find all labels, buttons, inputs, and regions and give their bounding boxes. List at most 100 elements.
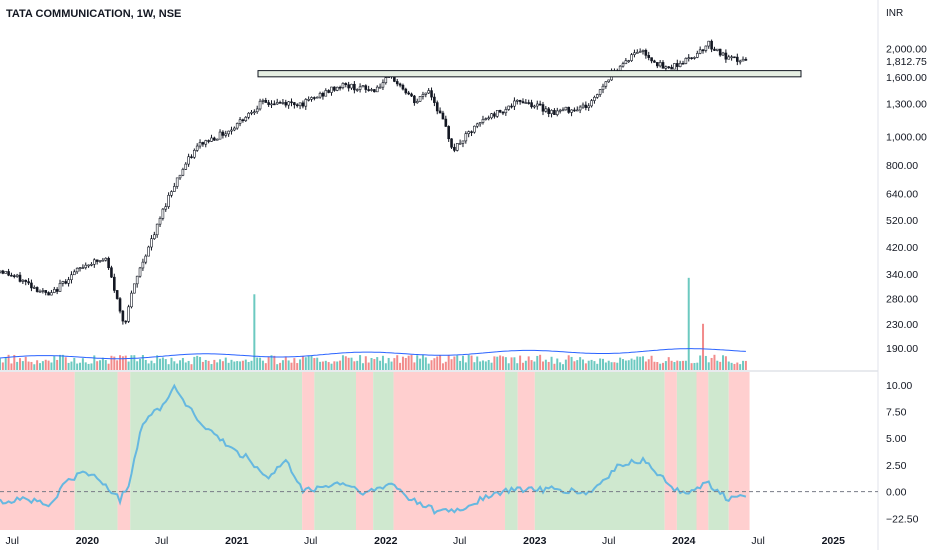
volume-bar: [264, 363, 267, 370]
volume-bar: [561, 364, 564, 370]
candle-body: [478, 122, 482, 125]
volume-bar: [439, 355, 442, 370]
candle-body: [241, 119, 245, 122]
candle-body: [587, 105, 591, 108]
candle-body: [67, 279, 70, 284]
candle-body: [238, 119, 242, 124]
candle-body: [427, 90, 430, 94]
volume-bar: [124, 355, 127, 370]
volume-bar: [59, 354, 62, 370]
candle-body: [458, 142, 462, 145]
volume-bar: [370, 358, 373, 370]
candle-body: [298, 102, 302, 107]
volume-bar: [481, 360, 484, 370]
volume-bar: [639, 356, 642, 370]
candle-body: [287, 101, 290, 106]
volume-bar: [647, 359, 650, 370]
volume-bar: [99, 360, 102, 370]
volume-bar: [150, 360, 153, 370]
candle-body: [270, 103, 273, 106]
candle-body: [687, 57, 691, 59]
candle-body: [64, 281, 68, 284]
price-tick-label: 230.00: [886, 319, 918, 331]
volume-bar: [684, 360, 687, 370]
volume-bar: [379, 360, 382, 370]
candle-body: [70, 274, 73, 281]
candle-body: [736, 56, 739, 62]
candle-body: [658, 62, 662, 67]
candle-body: [155, 223, 159, 236]
candle-body: [655, 62, 659, 67]
volume-bar: [716, 360, 719, 370]
volume-bar: [530, 360, 533, 370]
price-tick-label: 640.00: [886, 188, 918, 200]
candle-body: [175, 177, 179, 187]
volume-bar: [490, 362, 493, 370]
volume-bar: [590, 359, 593, 370]
osc-region-neg: [696, 372, 709, 530]
candle-body: [318, 92, 322, 98]
volume-bar: [36, 360, 39, 370]
volume-bar: [570, 356, 573, 370]
candle-body: [47, 292, 50, 296]
candle-body: [384, 77, 388, 84]
volume-bar: [613, 362, 616, 370]
volume-bar: [470, 355, 473, 370]
volume-bar: [316, 357, 319, 370]
volume-bar: [159, 358, 162, 370]
volume-bar: [387, 357, 390, 370]
volume-bar: [173, 361, 176, 370]
volume-bar: [384, 363, 387, 370]
candle-body: [247, 112, 250, 118]
candle-body: [233, 127, 236, 131]
volume-bar: [284, 356, 287, 370]
candle-body: [513, 100, 516, 107]
volume-bar: [127, 361, 130, 370]
x-tick-label: 2025: [822, 535, 846, 547]
candle-body: [341, 83, 345, 88]
volume-bar: [224, 357, 227, 370]
volume-bar: [93, 355, 96, 370]
volume-bar: [13, 354, 16, 370]
volume-bar: [473, 362, 476, 370]
candle-body: [573, 109, 576, 112]
candle-body: [21, 279, 25, 282]
candle-body: [253, 111, 256, 114]
volume-bar: [539, 354, 542, 370]
volume-bar: [713, 354, 716, 370]
candle-body: [710, 40, 713, 50]
volume-bar: [76, 363, 79, 370]
candle-body: [670, 66, 673, 70]
volume-bar: [616, 362, 619, 370]
candle-body: [30, 282, 33, 289]
candle-body: [207, 140, 210, 142]
volume-bar: [330, 363, 333, 370]
candle-body: [490, 113, 493, 119]
candle-body: [267, 102, 270, 105]
volume-bar: [547, 361, 550, 370]
volume-bar: [110, 355, 113, 370]
osc-region-neg: [356, 372, 374, 530]
candle-body: [35, 287, 39, 292]
volume-bar: [201, 361, 204, 370]
candle-body: [141, 261, 145, 269]
volume-bar: [576, 360, 579, 370]
volume-bar: [461, 355, 464, 370]
candle-body: [18, 274, 22, 282]
candle-body: [521, 101, 525, 104]
candle-body: [435, 102, 439, 112]
candle-body: [713, 48, 716, 51]
candle-body: [635, 52, 639, 54]
volume-bar: [730, 362, 733, 370]
candle-body: [164, 206, 168, 210]
volume-bar: [710, 357, 713, 370]
candle-body: [464, 133, 468, 142]
volume-bar: [56, 359, 59, 370]
volume-bar: [0, 358, 1, 370]
candle-body: [158, 218, 162, 225]
volume-bar: [541, 361, 544, 370]
volume-bar: [130, 355, 133, 370]
candle-body: [355, 89, 359, 91]
candle-body: [550, 110, 553, 114]
candle-body: [230, 129, 233, 132]
